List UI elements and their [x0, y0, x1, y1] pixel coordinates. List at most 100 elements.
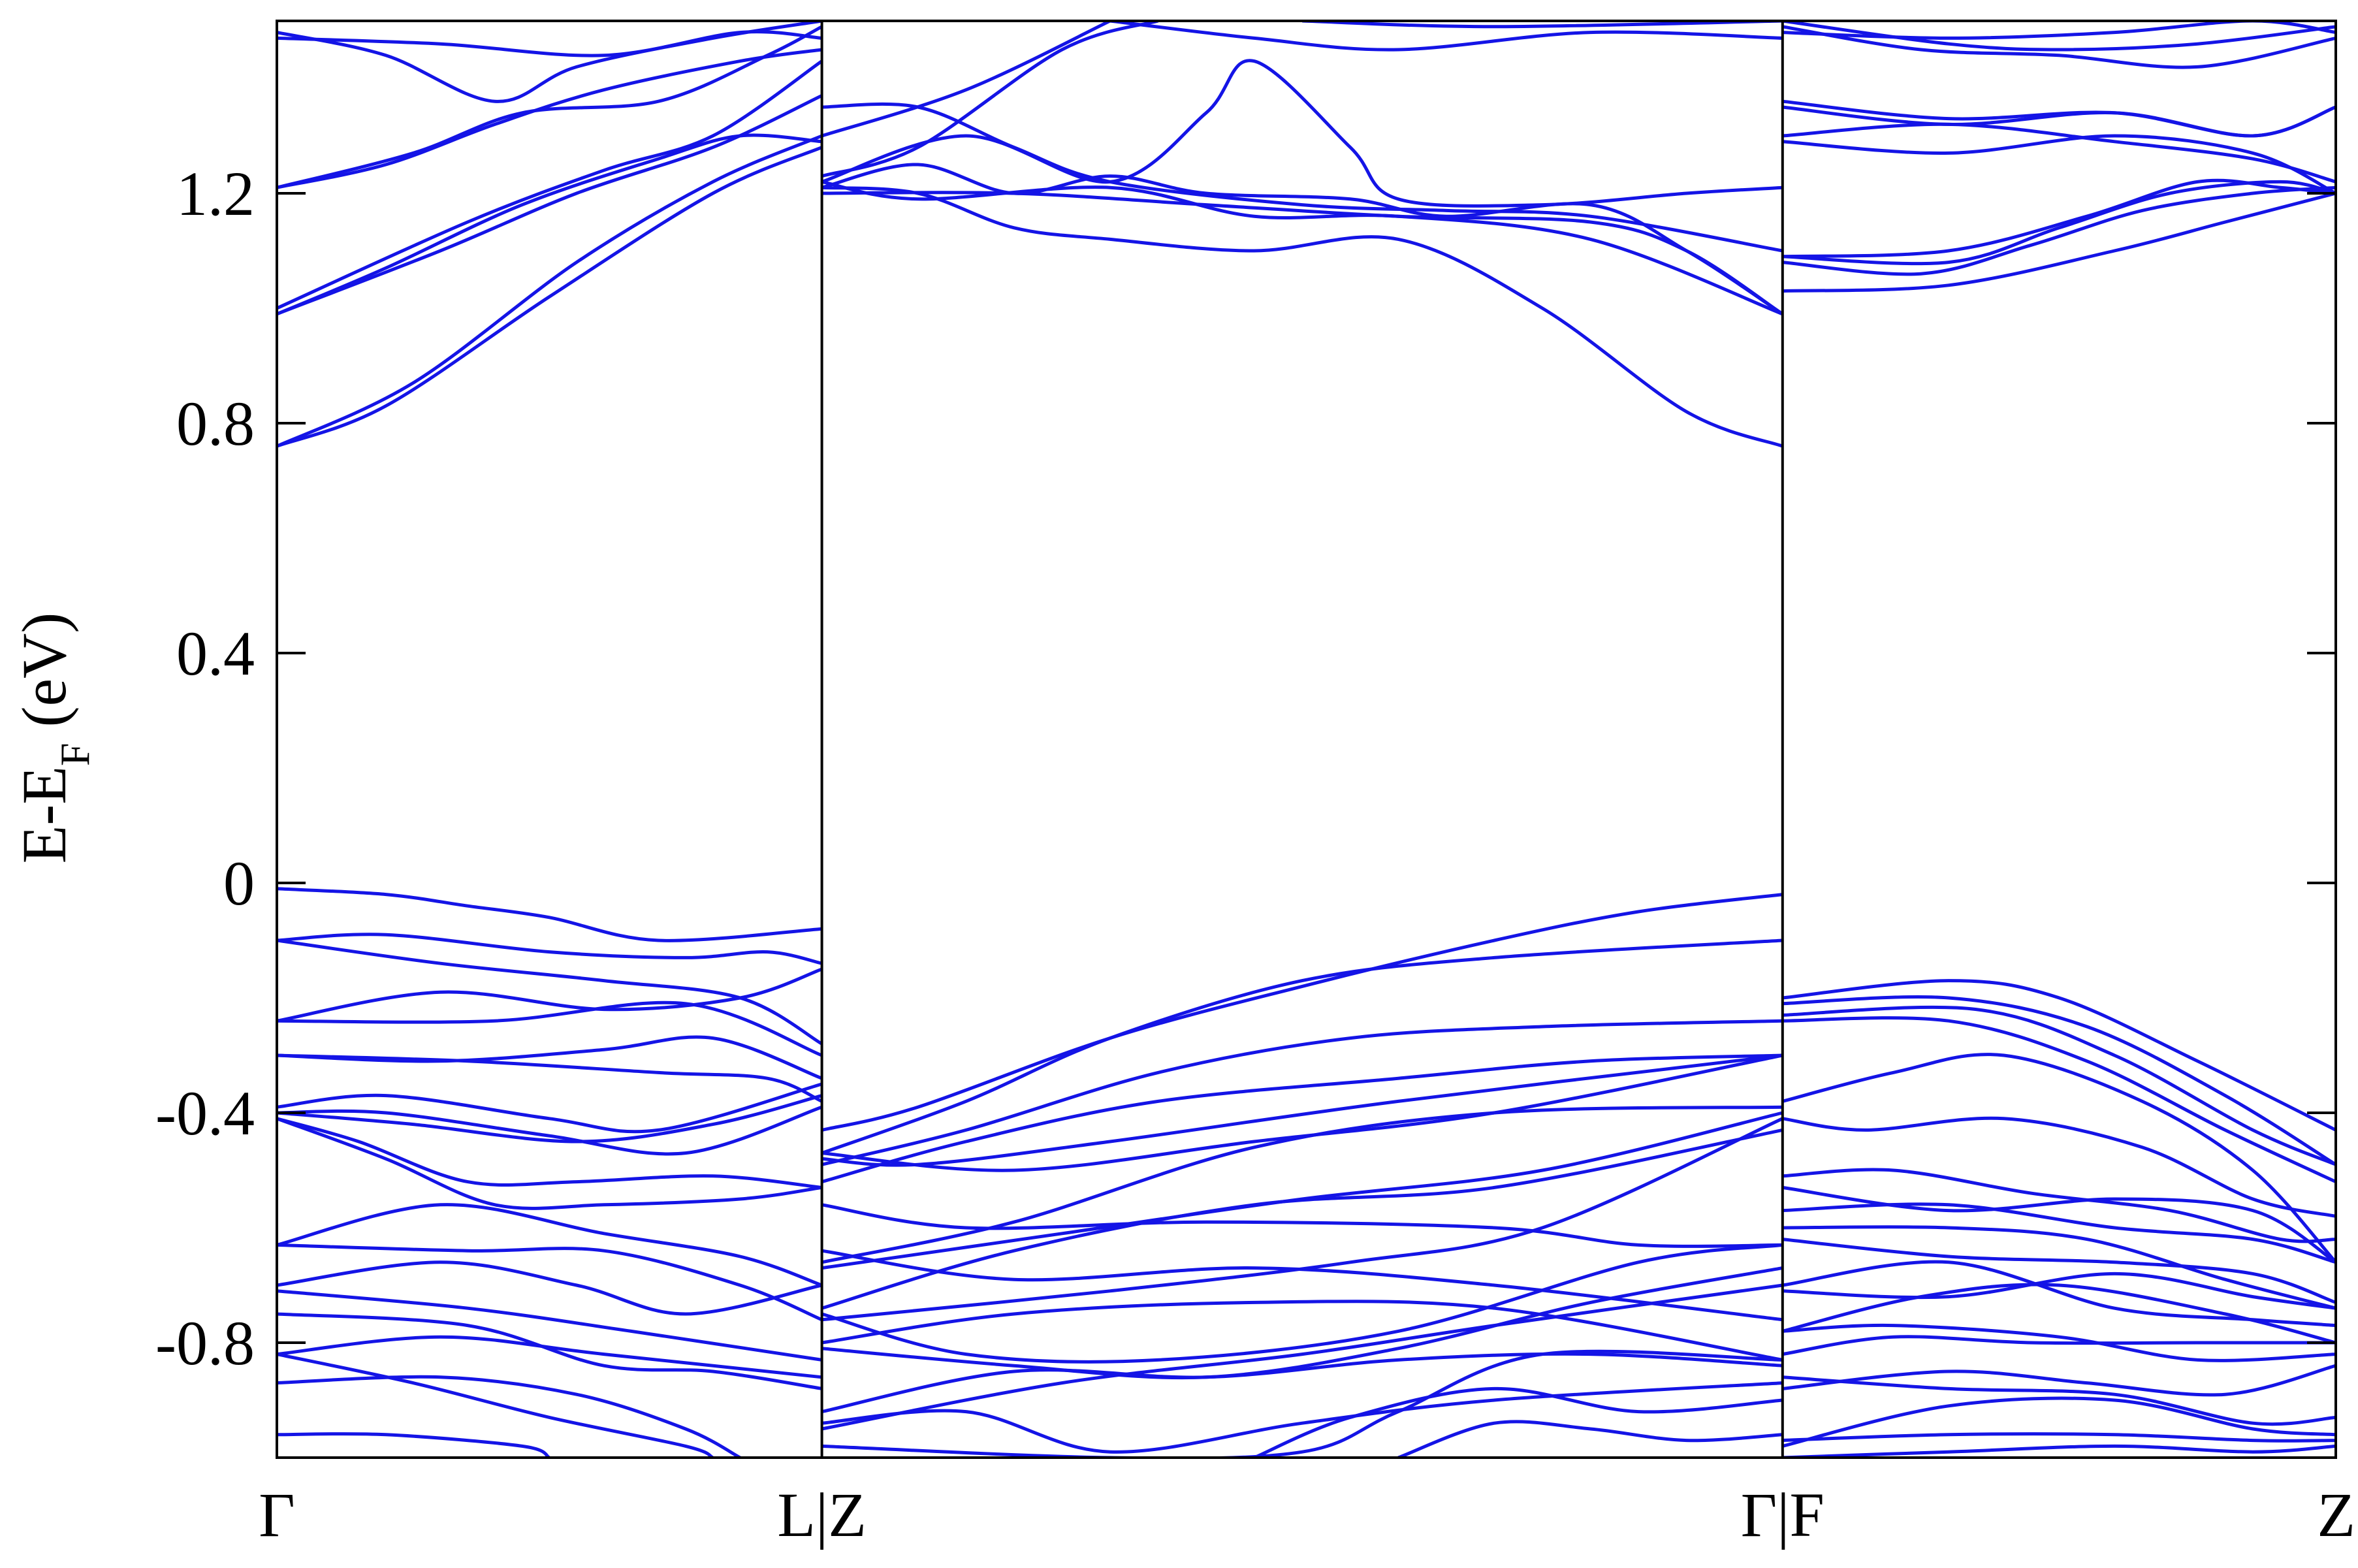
band-line-7: [277, 1082, 823, 1134]
band-line-14: [277, 1260, 823, 1316]
band-line-22: [277, 134, 823, 448]
band-line-83: [1782, 185, 2336, 276]
band-line-19: [277, 1352, 714, 1458]
y-axis-label-base: E-E: [9, 766, 79, 863]
band-line-58: [821, 21, 1159, 178]
band-line-4: [277, 1000, 823, 1057]
band-line-73: [1782, 1272, 2336, 1310]
plot-frame: [276, 20, 2337, 1459]
band-line-44: [821, 1266, 1783, 1380]
band-line-74: [1782, 1283, 2336, 1345]
kpoint-label-3: Z: [2317, 1480, 2355, 1550]
band-line-56: [821, 102, 1783, 253]
band-line-50: [1397, 1420, 1783, 1458]
band-line-9: [277, 1105, 823, 1156]
band-line-26: [277, 48, 822, 189]
band-line-87: [1782, 122, 2336, 184]
band-line-29: [277, 30, 822, 57]
y-tick-label-4: -0.4: [155, 1078, 255, 1148]
band-line-84: [1782, 180, 2336, 266]
band-line-40: [821, 1203, 1783, 1248]
band-line-90: [1782, 25, 2336, 69]
band-line-57: [821, 21, 1111, 138]
band-line-23: [277, 133, 822, 316]
band-line-89: [1782, 99, 2336, 138]
band-line-82: [1782, 191, 2336, 293]
band-line-59: [1109, 21, 1783, 52]
band-line-49: [1253, 1386, 1783, 1458]
band-line-45: [821, 1352, 1783, 1414]
band-line-24: [277, 94, 823, 316]
band-line-35: [821, 1053, 1783, 1172]
band-line-69: [1782, 1202, 2336, 1264]
band-line-6: [277, 1053, 823, 1103]
band-line-66: [1782, 1116, 2336, 1218]
band-line-13: [277, 1243, 823, 1322]
band-line-92: [1782, 21, 2336, 40]
band-line-32: [821, 1019, 1783, 1166]
band-line-1: [277, 933, 823, 965]
band-line-86: [1782, 134, 2336, 195]
band-line-54: [821, 185, 1783, 448]
band-line-3: [277, 967, 823, 1023]
band-line-12: [277, 1203, 823, 1287]
band-line-15: [277, 1289, 822, 1362]
band-line-10: [277, 1117, 822, 1189]
y-axis-ticks: 1.2 0.8 0.4 0 -0.4 -0.8: [155, 159, 2336, 1378]
band-line-5: [277, 1035, 823, 1080]
plot-border: [276, 20, 2337, 1459]
band-line-18: [277, 1375, 741, 1458]
band-line-2: [277, 938, 823, 1046]
band-line-61: [1782, 979, 2336, 1132]
band-line-85: [1782, 178, 2336, 259]
band-line-60: [1302, 21, 1783, 29]
band-line-39: [821, 1117, 1783, 1322]
band-line-36: [821, 1105, 1783, 1264]
band-line-64: [1782, 1016, 2336, 1183]
band-line-30: [821, 893, 1783, 1132]
band-line-20: [277, 1432, 550, 1458]
y-tick-label-5: -0.8: [155, 1308, 255, 1378]
band-line-79: [1782, 1396, 2336, 1448]
band-line-75: [1782, 1323, 2336, 1362]
band-line-78: [1782, 1375, 2336, 1426]
band-line-11: [277, 1117, 822, 1210]
band-line-53: [821, 180, 1783, 316]
band-line-17: [277, 1335, 822, 1379]
band-line-48: [821, 1349, 1783, 1458]
y-axis-label-suffix: (eV): [9, 613, 79, 743]
band-line-70: [1782, 1225, 2336, 1310]
y-tick-label-0: 1.2: [176, 159, 255, 229]
band-line-71: [1782, 1238, 2336, 1304]
y-axis-label-subscript: F: [52, 743, 98, 767]
y-tick-label-1: 0.8: [176, 389, 255, 458]
band-line-21: [277, 146, 823, 448]
y-tick-label-2: 0.4: [176, 618, 255, 688]
band-line-38: [821, 1128, 1783, 1310]
kpoint-label-0: Γ: [259, 1480, 295, 1550]
band-line-55: [821, 59, 1783, 208]
band-line-31: [821, 938, 1783, 1155]
band-line-27: [277, 25, 823, 189]
band-line-16: [277, 1312, 822, 1390]
band-line-65: [1782, 1053, 2336, 1264]
band-line-76: [1782, 1335, 2336, 1356]
band-line-80: [1782, 1432, 2336, 1443]
band-line-46: [821, 1283, 1783, 1431]
band-line-81: [1782, 1444, 2336, 1458]
kpoint-label-2: Γ|F: [1741, 1480, 1824, 1550]
band-lines: [277, 21, 2336, 1458]
band-line-0: [277, 887, 822, 942]
kpoint-label-1: L|Z: [777, 1480, 867, 1550]
band-line-42: [821, 1300, 1783, 1362]
band-line-67: [1782, 1168, 2336, 1243]
band-line-62: [1782, 995, 2336, 1166]
y-tick-label-3: 0: [223, 848, 255, 918]
band-line-51: [821, 163, 1784, 315]
band-line-77: [1782, 1364, 2336, 1397]
band-line-33: [821, 1053, 1783, 1184]
x-axis-kpoint-labels: Γ L|Z Γ|F Z: [259, 1480, 2355, 1550]
band-line-25: [277, 59, 823, 310]
band-line-43: [821, 1243, 1783, 1364]
